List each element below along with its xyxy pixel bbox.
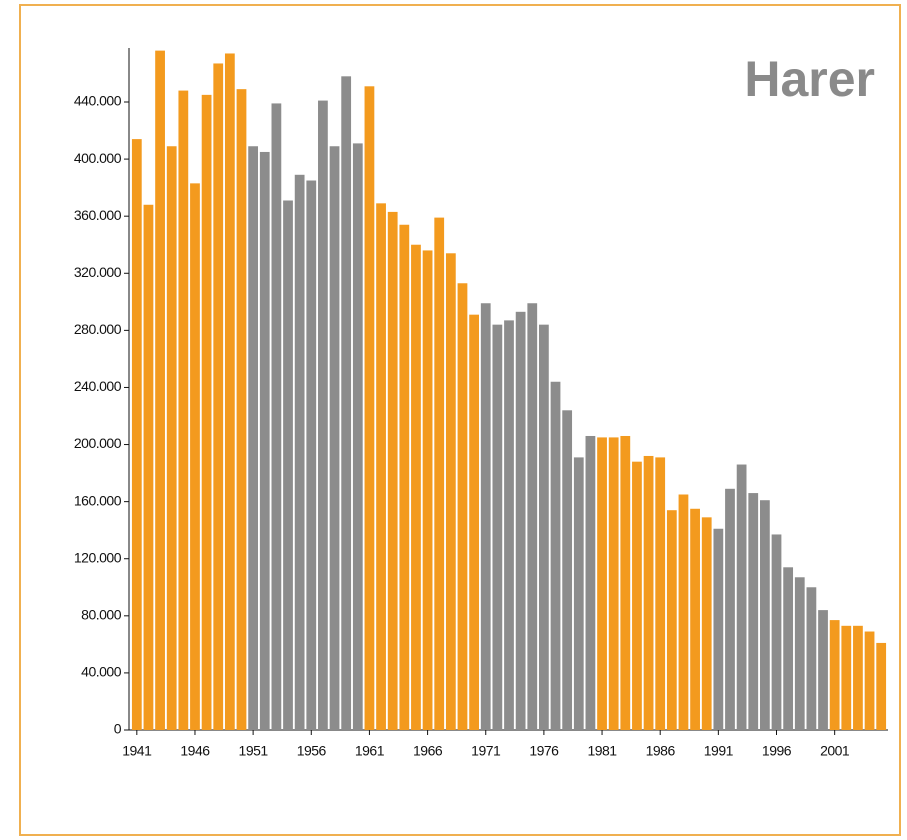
bar — [329, 146, 340, 730]
x-tick-label: 1956 — [297, 743, 327, 759]
bar — [678, 494, 689, 730]
y-tick-label: 160.000 — [74, 492, 122, 508]
bar — [143, 204, 154, 730]
y-tick-label: 280.000 — [74, 321, 122, 337]
bar — [864, 631, 875, 730]
bar — [248, 146, 259, 730]
y-tick-label: 200.000 — [74, 435, 122, 451]
bar — [236, 89, 247, 731]
bar — [748, 493, 759, 730]
bar — [411, 244, 421, 730]
x-tick-label: 1991 — [704, 743, 734, 759]
bar — [492, 324, 503, 730]
bar — [469, 314, 479, 730]
x-tick-label: 1961 — [355, 743, 385, 759]
bar — [294, 174, 305, 731]
bar — [701, 517, 712, 730]
x-tick-label: 1996 — [762, 743, 792, 759]
bar — [736, 464, 747, 730]
bar — [853, 625, 863, 730]
bar — [550, 381, 561, 730]
bar — [387, 211, 398, 730]
bar — [632, 461, 642, 730]
bar — [597, 437, 607, 730]
x-tick-label: 1981 — [587, 743, 617, 759]
bar — [283, 200, 293, 730]
bar — [515, 311, 526, 730]
bar — [504, 320, 514, 730]
bar — [131, 139, 142, 731]
x-tick-label: 1946 — [180, 743, 210, 759]
bar — [806, 587, 817, 730]
x-tick-label: 1966 — [413, 743, 443, 759]
bar — [352, 143, 363, 730]
bar — [376, 203, 386, 730]
bar — [539, 324, 549, 730]
y-tick-label: 40.000 — [81, 664, 122, 680]
x-tick-label: 1986 — [646, 743, 676, 759]
bar — [794, 577, 805, 730]
y-tick-label: 360.000 — [74, 207, 122, 223]
bar — [829, 620, 840, 730]
bar — [457, 283, 468, 730]
y-tick-label: 80.000 — [81, 607, 122, 623]
bar — [341, 76, 352, 731]
bar — [201, 94, 212, 730]
x-tick-label: 1941 — [122, 743, 152, 759]
bar — [166, 146, 177, 730]
bar — [655, 457, 666, 730]
bar — [190, 183, 200, 730]
y-tick-label: 120.000 — [74, 549, 122, 565]
y-tick-label: 400.000 — [74, 150, 122, 166]
bar — [364, 86, 375, 731]
bar — [690, 508, 700, 730]
y-tick-label: 0 — [114, 721, 122, 737]
bar — [259, 151, 270, 731]
bar — [480, 303, 491, 730]
x-tick-label: 2001 — [820, 743, 850, 759]
bar — [445, 253, 456, 731]
bar — [155, 50, 165, 731]
bar — [562, 410, 573, 730]
bar — [725, 488, 735, 730]
bar — [666, 510, 677, 730]
bar — [422, 250, 433, 730]
bar — [876, 642, 887, 730]
y-tick-label: 320.000 — [74, 264, 122, 280]
x-tick-label: 1971 — [471, 743, 501, 759]
bar — [434, 217, 445, 731]
frame — [19, 4, 901, 836]
bar — [573, 457, 584, 730]
bar — [771, 534, 782, 730]
x-tick-label: 1951 — [239, 743, 269, 759]
bar — [399, 224, 410, 730]
bar — [213, 63, 224, 731]
bar — [608, 437, 619, 730]
bar — [224, 53, 235, 731]
bar — [841, 625, 852, 730]
x-tick-label: 1976 — [529, 743, 559, 759]
bar — [585, 435, 596, 730]
bar — [818, 610, 828, 730]
bar — [759, 500, 770, 730]
bar — [178, 90, 189, 731]
bar — [306, 180, 317, 730]
y-tick-label: 440.000 — [74, 93, 122, 109]
bar — [318, 100, 328, 730]
bar — [620, 435, 631, 730]
chart-title: Harer — [744, 51, 875, 107]
bar — [643, 455, 654, 730]
bar — [271, 103, 282, 731]
bar — [713, 528, 724, 730]
bar — [783, 567, 794, 730]
y-tick-label: 240.000 — [74, 378, 122, 394]
bar — [527, 303, 538, 730]
